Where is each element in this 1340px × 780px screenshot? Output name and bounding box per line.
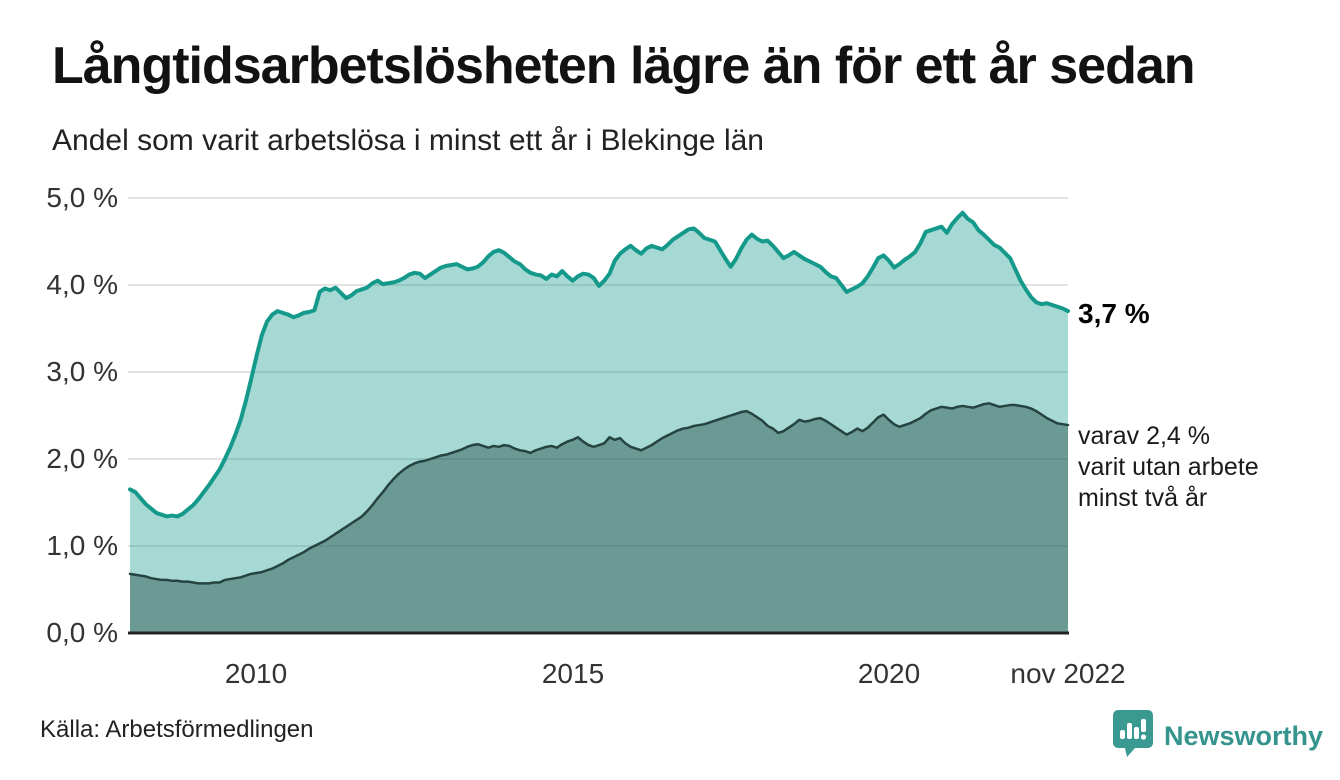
newsworthy-bubble-icon <box>1112 709 1154 764</box>
latest-value-label: 3,7 % <box>1078 298 1150 329</box>
y-axis-tick: 2,0 % <box>46 443 118 474</box>
y-axis-tick: 1,0 % <box>46 530 118 561</box>
y-axis-tick: 4,0 % <box>46 269 118 300</box>
y-axis-tick: 0,0 % <box>46 617 118 648</box>
secondary-value-line: minst två år <box>1078 484 1208 512</box>
source-caption: Källa: Arbetsförmedlingen <box>40 716 314 743</box>
secondary-value-label: varav 2,4 % varit utan arbete minst två … <box>1078 421 1259 514</box>
secondary-value-line: varav 2,4 % <box>1078 422 1211 450</box>
x-axis-tick: 2015 <box>541 658 605 689</box>
x-axis-tick: 2010 <box>224 658 288 689</box>
secondary-value-line: varit utan arbete <box>1078 453 1259 481</box>
chart-subtitle: Andel som varit arbetslösa i minst ett å… <box>52 124 764 157</box>
y-axis-tick: 5,0 % <box>46 182 118 213</box>
x-axis-tick: 2020 <box>857 658 921 689</box>
newsworthy-logo: Newsworthy <box>1112 709 1323 764</box>
newsworthy-wordmark: Newsworthy <box>1164 721 1324 751</box>
page-title: Långtidsarbetslösheten lägre än för ett … <box>52 37 1196 95</box>
x-axis-tick: nov 2022 <box>1010 658 1126 689</box>
y-axis-tick: 3,0 % <box>46 356 118 387</box>
